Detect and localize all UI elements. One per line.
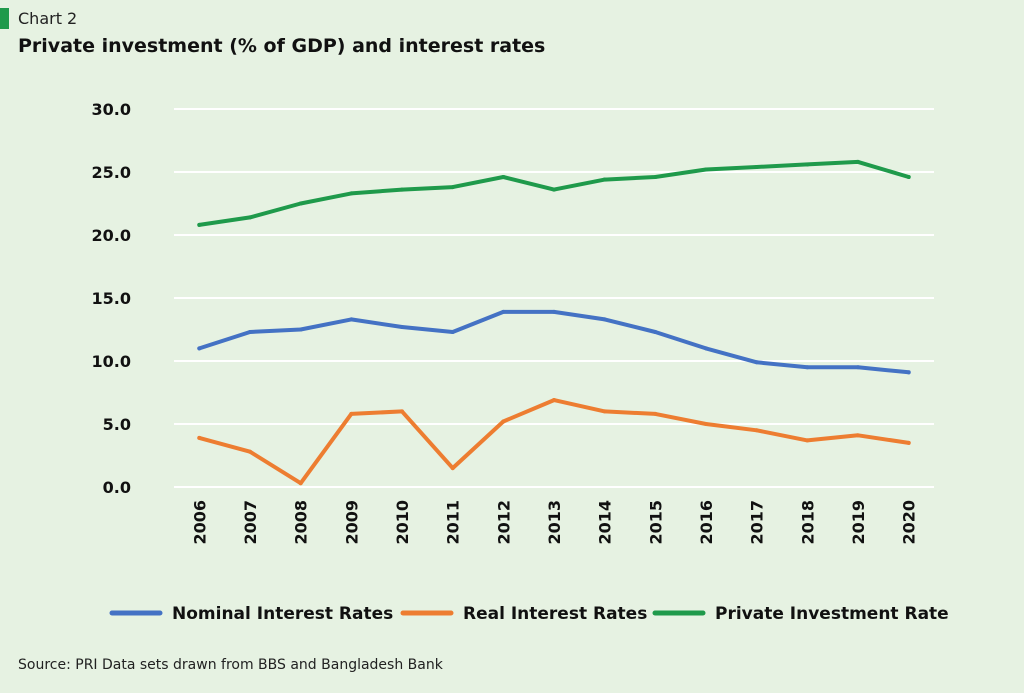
x-tick-label: 2011 (444, 500, 463, 545)
x-tick-label: 2009 (342, 500, 361, 545)
data-point (400, 409, 404, 414)
data-point (248, 449, 252, 454)
chart-label: Chart 2 (18, 9, 78, 28)
x-tick-label: 2017 (748, 500, 767, 545)
x-tick-label: 2018 (798, 500, 817, 545)
data-point (400, 187, 404, 192)
data-point (248, 330, 252, 335)
x-tick-label: 2007 (241, 500, 260, 545)
data-point (704, 422, 708, 426)
series-3 (197, 159, 911, 227)
data-point (856, 433, 860, 438)
y-tick-label: 0.0 (103, 478, 131, 497)
x-tick-label: 2016 (697, 500, 716, 545)
data-point (298, 201, 303, 206)
data-point (856, 159, 860, 164)
x-tick-label: 2020 (900, 500, 919, 545)
data-point (805, 438, 810, 443)
data-point (501, 175, 506, 180)
data-point (906, 175, 911, 180)
legend-label: Nominal Interest Rates (172, 604, 393, 624)
data-point (450, 330, 455, 335)
series-1 (197, 309, 911, 375)
series-lines (197, 159, 911, 486)
source-note: Source: PRI Data sets drawn from BBS and… (18, 657, 443, 673)
data-point (501, 419, 506, 424)
data-point (754, 360, 759, 365)
data-point (754, 428, 759, 433)
data-point (906, 370, 911, 375)
data-point (704, 346, 708, 351)
x-tick-label: 2012 (494, 500, 513, 545)
data-point (856, 365, 860, 370)
line-chart: 0.05.010.015.020.025.030.0 2006 2007 2008 2… (92, 100, 949, 624)
y-tick-label: 25.0 (92, 163, 131, 182)
data-point (602, 317, 607, 322)
accent-bar (0, 8, 9, 29)
x-tick-label: 2015 (646, 500, 665, 545)
data-point (501, 309, 506, 314)
data-point (805, 162, 810, 167)
y-axis-ticks: 0.0 5.0 10.0 15.0 20.0 25.0 30.0 (92, 100, 131, 497)
data-point (400, 324, 404, 329)
data-point (197, 346, 202, 351)
data-point (197, 435, 202, 440)
data-point (653, 411, 658, 416)
legend-item: Nominal Interest Rates (109, 604, 393, 624)
data-point (349, 191, 354, 196)
data-point (602, 177, 607, 182)
data-point (248, 215, 252, 220)
legend-label: Real Interest Rates (463, 604, 647, 624)
data-point (349, 411, 354, 416)
legend-item: Real Interest Rates (400, 604, 647, 624)
y-tick-label: 30.0 (92, 100, 131, 119)
legend-item: Private Investment Rate (652, 604, 949, 624)
x-tick-label: 2006 (190, 500, 209, 545)
data-point (450, 185, 455, 190)
data-point (298, 481, 303, 486)
series-line (197, 398, 911, 486)
data-point (805, 365, 810, 370)
data-point (552, 309, 556, 314)
x-tick-label: 2014 (596, 500, 615, 545)
series-line (197, 309, 911, 375)
chart-title: Private investment (% of GDP) and intere… (18, 35, 546, 57)
gridlines (174, 108, 934, 488)
x-tick-label: 2013 (545, 500, 564, 545)
x-tick-label: 2010 (393, 500, 412, 545)
data-point (653, 330, 658, 335)
data-point (552, 398, 556, 403)
data-point (298, 327, 303, 332)
y-tick-label: 20.0 (92, 226, 131, 245)
data-point (552, 187, 556, 192)
series-2 (197, 398, 911, 486)
data-point (450, 466, 455, 471)
data-point (906, 440, 911, 445)
data-point (602, 409, 607, 414)
data-point (754, 164, 759, 169)
y-tick-label: 10.0 (92, 352, 131, 371)
x-axis-ticks: 2006 2007 2008 2009 2010 2011 2012 2013 2014 2015… (190, 500, 918, 545)
data-point (653, 175, 658, 180)
legend: Nominal Interest Rates Real Interest Rate… (109, 604, 949, 624)
data-point (197, 222, 202, 227)
legend-label: Private Investment Rate (715, 604, 949, 624)
data-point (704, 167, 708, 172)
y-tick-label: 5.0 (103, 415, 131, 434)
data-point (349, 317, 354, 322)
y-tick-label: 15.0 (92, 289, 131, 308)
x-tick-label: 2019 (849, 500, 868, 545)
x-tick-label: 2008 (292, 500, 311, 545)
